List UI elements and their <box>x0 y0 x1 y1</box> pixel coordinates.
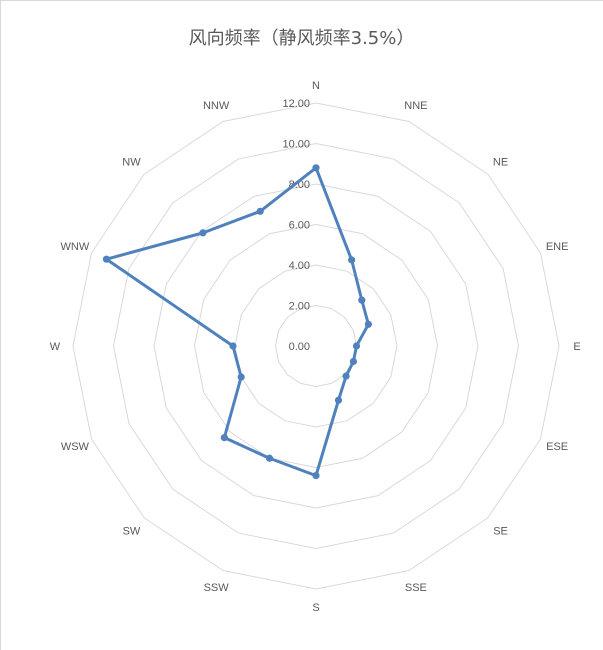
data-point-ene <box>364 320 372 328</box>
data-point-nne <box>348 256 356 264</box>
tick-label-2: 4.00 <box>289 260 310 272</box>
category-label-ssw: SSW <box>204 582 230 594</box>
tick-label-5: 10.00 <box>282 139 310 151</box>
grid-ring-3 <box>193 223 439 469</box>
data-point-nw <box>199 229 207 237</box>
category-label-ese: ESE <box>546 441 568 453</box>
tick-label-4: 8.00 <box>289 179 310 191</box>
data-point-ne <box>358 296 366 304</box>
grid-ring-5 <box>112 142 520 550</box>
grid-ring-1 <box>274 304 358 388</box>
category-label-e: E <box>573 341 580 353</box>
data-point-n <box>312 164 320 172</box>
tick-label-6: 12.00 <box>282 98 310 110</box>
category-label-s: S <box>312 602 319 614</box>
grid-ring-6 <box>72 102 560 590</box>
data-point-s <box>312 472 320 480</box>
tick-label-0: 0.00 <box>289 341 310 353</box>
category-label-w: W <box>50 341 61 353</box>
data-point-wnw <box>102 255 111 263</box>
category-label-nw: NW <box>122 156 141 168</box>
tick-label-1: 2.00 <box>289 301 310 313</box>
category-label-wsw: WSW <box>61 441 90 453</box>
category-label-sse: SSE <box>405 582 427 594</box>
data-point-ese <box>349 357 358 366</box>
category-label-wnw: WNW <box>61 241 90 253</box>
data-point-se <box>342 372 350 380</box>
grid-ring-2 <box>234 264 398 428</box>
grid-ring-4 <box>153 183 479 509</box>
data-point-wsw <box>237 373 245 381</box>
data-point-sse <box>334 396 343 404</box>
category-label-ne: NE <box>493 156 508 168</box>
category-label-se: SE <box>493 526 508 538</box>
category-label-nnw: NNW <box>203 100 230 112</box>
data-point-e <box>352 342 361 350</box>
chart-title: 风向频率（静风频率3.5%） <box>188 28 415 49</box>
category-label-ene: ENE <box>546 241 569 253</box>
data-point-sw <box>220 434 228 442</box>
series-line-0 <box>104 166 370 478</box>
data-point-nnw <box>256 207 264 215</box>
category-label-n: N <box>312 80 320 92</box>
data-point-w <box>229 342 237 350</box>
data-point-ssw <box>265 454 274 462</box>
category-label-sw: SW <box>123 526 141 538</box>
category-label-nne: NNE <box>404 100 427 112</box>
tick-label-3: 6.00 <box>289 220 310 232</box>
